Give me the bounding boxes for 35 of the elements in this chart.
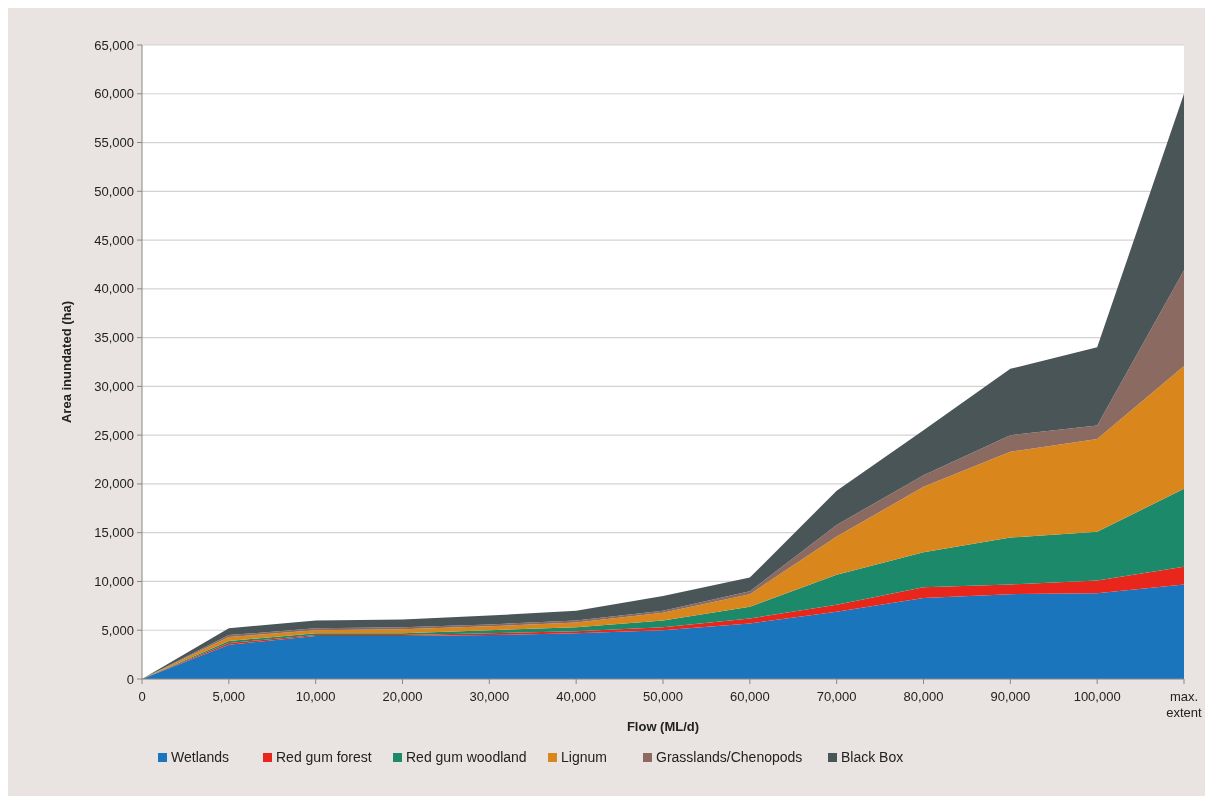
y-axis-title: Area inundated (ha) <box>59 300 74 424</box>
x-tick-label: 10,000 <box>295 689 336 704</box>
y-tick-label: 5,000 <box>101 622 134 638</box>
legend-label: Lignum <box>561 749 607 765</box>
y-tick-label: 35,000 <box>94 330 134 346</box>
x-tick-label: 70,000 <box>816 689 857 704</box>
y-tick-label: 20,000 <box>94 476 134 492</box>
x-tick-label: 0 <box>138 689 146 704</box>
y-tick-label: 45,000 <box>94 232 134 248</box>
legend-label: Red gum forest <box>276 749 372 765</box>
x-axis-title: Flow (ML/d) <box>626 719 700 734</box>
legend-label: Black Box <box>841 749 904 765</box>
x-tick-label: 40,000 <box>556 689 597 704</box>
y-tick-label: 30,000 <box>94 378 134 394</box>
y-tick-label: 40,000 <box>94 281 134 297</box>
y-tick-label: 15,000 <box>94 525 134 541</box>
y-tick-label: 0 <box>126 671 134 687</box>
legend-label: Grasslands/Chenopods <box>656 749 803 765</box>
x-tick-label: 50,000 <box>643 689 683 704</box>
y-tick-label: 10,000 <box>94 574 134 590</box>
x-tick-label: 60,000 <box>729 689 770 704</box>
y-tick-label: 65,000 <box>94 37 134 53</box>
x-tick-label: 80,000 <box>903 689 944 704</box>
legend-label: Red gum woodland <box>406 749 527 765</box>
x-tick-label: 20,000 <box>382 689 423 704</box>
y-tick-label: 25,000 <box>94 427 134 443</box>
x-tick-label: 90,000 <box>990 689 1031 704</box>
y-tick-label: 55,000 <box>94 135 134 151</box>
y-tick-label: 60,000 <box>94 86 134 102</box>
y-tick-label: 50,000 <box>94 183 134 199</box>
x-tick-label: 100,000 <box>1073 689 1121 704</box>
legend-label: Wetlands <box>171 749 230 765</box>
x-tick-label: 5,000 <box>212 689 246 704</box>
x-tick-label: max. extent <box>1166 689 1203 720</box>
x-tick-label: 30,000 <box>469 689 510 704</box>
